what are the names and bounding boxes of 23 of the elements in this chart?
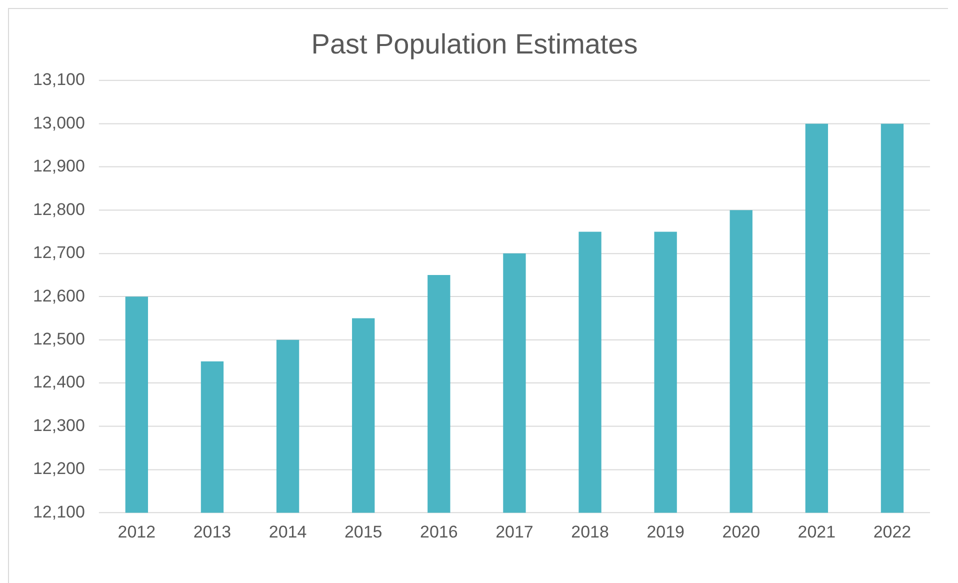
- x-tick-label: 2012: [118, 522, 156, 542]
- y-tick-label: 12,700: [32, 243, 85, 262]
- y-tick-label: 13,000: [32, 113, 85, 132]
- y-tick-label: 12,200: [32, 459, 85, 478]
- y-tick-label: 12,500: [32, 330, 85, 348]
- y-tick-label: 12,300: [32, 416, 85, 435]
- x-tick-label: 2020: [722, 522, 760, 542]
- x-tick-label: 2019: [646, 522, 684, 542]
- y-tick-label: 12,900: [32, 156, 85, 176]
- x-tick-label: 2021: [798, 522, 836, 542]
- x-tick-label: 2014: [268, 522, 307, 542]
- x-tick-label: 2017: [496, 522, 534, 542]
- y-tick-label: 12,400: [32, 372, 85, 392]
- x-tick-label: 2022: [873, 522, 912, 542]
- y-tick-label: 12,100: [32, 502, 85, 522]
- x-tick-label: 2015: [344, 522, 382, 542]
- x-tick-label: 2013: [193, 522, 232, 542]
- y-tick-label: 12,600: [32, 286, 85, 306]
- chart-title: Past Population Estimates: [311, 28, 638, 60]
- y-tick-label: 13,100: [32, 70, 85, 90]
- x-tick-label: 2018: [571, 522, 609, 542]
- x-tick-label: 2016: [420, 522, 458, 542]
- y-tick-label: 12,800: [32, 200, 85, 219]
